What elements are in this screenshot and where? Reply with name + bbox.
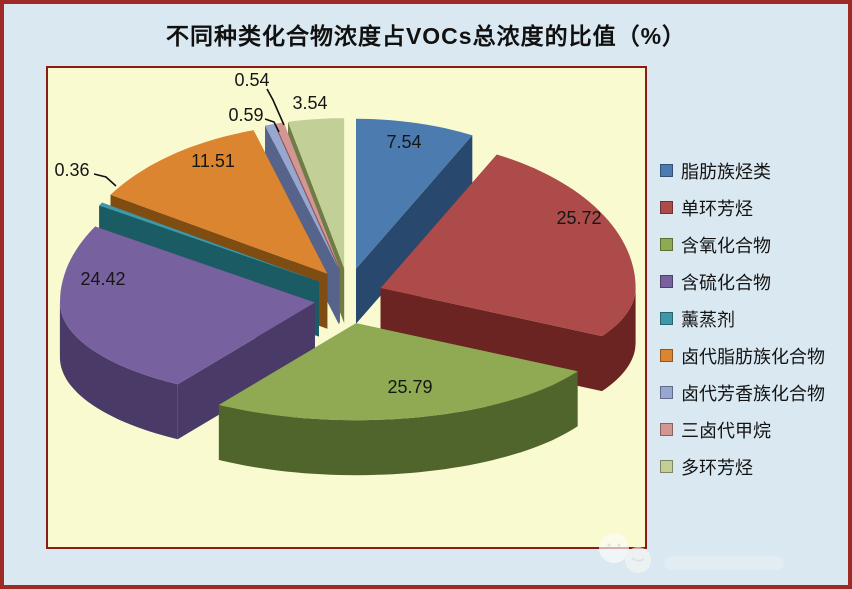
data-label: 0.59 xyxy=(228,105,263,125)
legend-swatch-icon xyxy=(660,423,673,436)
watermark-text-smudge xyxy=(664,556,784,570)
data-label: 11.51 xyxy=(191,151,235,171)
legend-item: 脂肪族烃类 xyxy=(660,152,848,189)
legend-item: 含硫化合物 xyxy=(660,263,848,300)
legend-swatch-icon xyxy=(660,275,673,288)
data-label: 3.54 xyxy=(292,93,327,113)
legend-swatch-icon xyxy=(660,164,673,177)
data-label: 0.36 xyxy=(54,160,89,180)
legend-label: 三卤代甲烷 xyxy=(681,420,771,441)
chart-title: 不同种类化合物浓度占VOCs总浓度的比值（%） xyxy=(165,23,687,49)
legend-item: 单环芳烃 xyxy=(660,189,848,226)
label-leader-line xyxy=(93,173,117,187)
data-label: 25.79 xyxy=(387,377,432,397)
legend-label: 含氧化合物 xyxy=(681,235,771,256)
legend-item: 多环芳烃 xyxy=(660,448,848,485)
pie-slice-3 xyxy=(59,226,315,440)
legend-swatch-icon xyxy=(660,460,673,473)
legend: 脂肪族烃类单环芳烃含氧化合物含硫化合物薰蒸剂卤代脂肪族化合物 卤代芳香族化合物 三卤… xyxy=(660,152,848,485)
data-label: 24.42 xyxy=(80,269,125,289)
pie-3d: 7.54 25.72 25.79 24.42 0.36 11.51 0.59 0.54 3.54 xyxy=(54,70,636,476)
legend-item: 薰蒸剂 xyxy=(660,300,848,337)
legend-item: 卤代脂肪族化合物 xyxy=(660,337,848,374)
legend-item: 含氧化合物 xyxy=(660,226,848,263)
legend-label: 卤代脂肪族化合物 xyxy=(681,346,825,367)
legend-label: 脂肪族烃类 xyxy=(681,161,771,182)
legend-label: 卤代芳香族化合物 xyxy=(681,383,825,404)
legend-item: 卤代芳香族化合物 xyxy=(660,374,848,411)
plot-area: 7.54 25.72 25.79 24.42 0.36 11.51 0.59 0.54 3.54 xyxy=(46,66,647,549)
legend-label: 单环芳烃 xyxy=(681,198,753,219)
pie-slice-2 xyxy=(218,323,578,476)
legend-label: 薰蒸剂 xyxy=(681,309,735,330)
data-label: 25.72 xyxy=(556,208,601,228)
label-leader-line xyxy=(264,118,280,133)
legend-item: 三卤代甲烷 xyxy=(660,411,848,448)
legend-label: 多环芳烃 xyxy=(681,457,753,478)
data-label: 0.54 xyxy=(234,70,269,90)
pie-slice-0 xyxy=(356,118,473,324)
legend-swatch-icon xyxy=(660,201,673,214)
data-label: 7.54 xyxy=(386,132,421,152)
legend-swatch-icon xyxy=(660,238,673,251)
legend-swatch-icon xyxy=(660,312,673,325)
legend-swatch-icon xyxy=(660,349,673,362)
legend-swatch-icon xyxy=(660,386,673,399)
label-leader-line xyxy=(266,88,285,126)
legend-label: 含硫化合物 xyxy=(681,272,771,293)
